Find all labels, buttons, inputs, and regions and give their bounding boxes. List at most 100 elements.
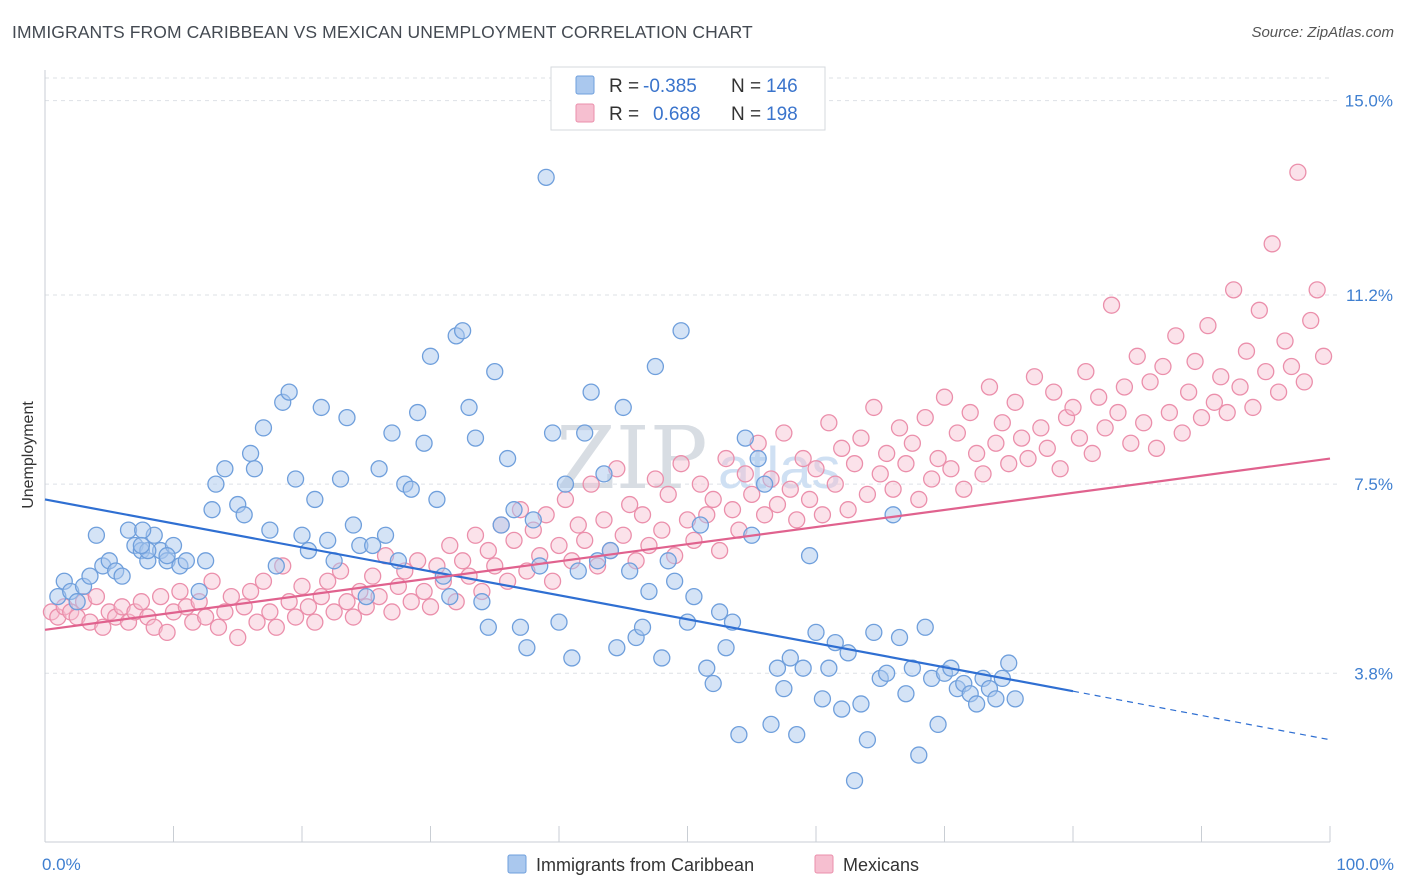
point-caribbean [916, 618, 934, 636]
point-caribbean [582, 383, 600, 401]
point-mexicans [646, 470, 665, 488]
point-mexicans [633, 506, 652, 524]
point-mexicans [903, 434, 922, 452]
legend-r-value-mexicans: 0.688 [653, 104, 701, 125]
point-mexicans [582, 475, 600, 493]
point-mexicans [306, 613, 324, 631]
point-mexicans [1269, 383, 1288, 401]
point-caribbean [556, 475, 575, 493]
point-caribbean [865, 623, 883, 642]
point-caribbean [659, 552, 677, 570]
point-mexicans [807, 460, 825, 478]
point-mexicans [1109, 403, 1127, 422]
point-mexicans [267, 618, 285, 636]
point-caribbean [775, 679, 793, 698]
series-mexicans-points [42, 163, 1333, 647]
point-mexicans [1289, 163, 1307, 181]
legend-n-value-mexicans: 198 [766, 104, 798, 125]
point-mexicans [1102, 296, 1121, 314]
point-mexicans [576, 531, 594, 550]
point-mexicans [884, 480, 902, 498]
point-caribbean [261, 521, 279, 539]
point-caribbean [280, 383, 298, 401]
point-mexicans [839, 501, 857, 519]
point-mexicans [389, 577, 408, 596]
point-mexicans [1276, 332, 1294, 350]
point-mexicans [286, 608, 305, 626]
point-mexicans [852, 429, 870, 447]
point-caribbean [524, 511, 542, 529]
point-caribbean [498, 449, 517, 468]
point-mexicans [685, 531, 703, 550]
point-caribbean [364, 536, 382, 555]
bottom-legend-swatch-mexicans [814, 854, 834, 874]
point-caribbean [781, 649, 799, 667]
point-caribbean [858, 731, 877, 749]
point-caribbean [312, 398, 330, 417]
point-mexicans [1000, 455, 1018, 473]
trend-line-caribbean-extension [1072, 690, 1331, 741]
point-mexicans [1218, 403, 1236, 422]
point-caribbean [640, 582, 658, 601]
point-caribbean [190, 582, 208, 601]
point-caribbean [466, 429, 485, 447]
point-mexicans [1199, 316, 1217, 335]
point-caribbean [845, 771, 864, 790]
point-caribbean [134, 521, 152, 539]
point-caribbean [762, 715, 780, 734]
point-caribbean [788, 725, 806, 744]
point-mexicans [113, 598, 131, 616]
point-mexicans [1083, 444, 1101, 463]
point-mexicans [948, 424, 966, 442]
point-mexicans [1070, 429, 1089, 447]
point-caribbean [331, 470, 350, 488]
point-mexicans [254, 572, 273, 590]
point-mexicans [1096, 419, 1114, 437]
point-caribbean [460, 398, 478, 417]
point-mexicans [1012, 429, 1031, 447]
point-mexicans [1244, 398, 1262, 417]
legend-r-label: R = [609, 104, 639, 125]
point-caribbean [678, 613, 697, 631]
point-mexicans [325, 603, 343, 621]
point-mexicans [659, 485, 677, 503]
point-mexicans [408, 552, 427, 570]
point-mexicans [935, 388, 954, 406]
point-mexicans [543, 572, 562, 590]
point-mexicans [299, 598, 318, 616]
point-mexicans [293, 577, 311, 596]
point-mexicans [897, 455, 915, 473]
point-caribbean [595, 465, 613, 483]
point-mexicans [1122, 434, 1140, 452]
point-mexicans [916, 409, 934, 427]
point-caribbean [376, 526, 395, 544]
chart-title: IMMIGRANTS FROM CARIBBEAN VS MEXICAN UNE… [12, 22, 753, 42]
point-caribbean [357, 587, 375, 606]
point-mexicans [1224, 281, 1243, 299]
point-caribbean [890, 628, 909, 647]
point-mexicans [858, 485, 877, 503]
point-caribbean [254, 419, 273, 437]
point-mexicans [312, 587, 330, 606]
point-caribbean [563, 649, 581, 667]
bottom-legend-swatch-caribbean [507, 854, 527, 874]
point-mexicans [1025, 368, 1044, 386]
point-mexicans [865, 398, 883, 417]
point-mexicans [132, 593, 151, 611]
point-caribbean [910, 746, 928, 764]
point-caribbean [81, 567, 99, 585]
point-mexicans [1057, 409, 1076, 427]
point-mexicans [344, 608, 363, 626]
point-caribbean [319, 531, 337, 550]
point-mexicans [1173, 424, 1191, 442]
point-mexicans [890, 419, 909, 437]
legend-n-label: N = [731, 104, 761, 125]
point-mexicans [704, 490, 722, 509]
point-caribbean [453, 322, 472, 340]
point-mexicans [1090, 388, 1108, 406]
point-mexicans [910, 490, 928, 509]
point-mexicans [1147, 439, 1166, 457]
point-mexicans [460, 567, 478, 585]
point-caribbean [441, 587, 459, 606]
point-mexicans [235, 598, 253, 616]
